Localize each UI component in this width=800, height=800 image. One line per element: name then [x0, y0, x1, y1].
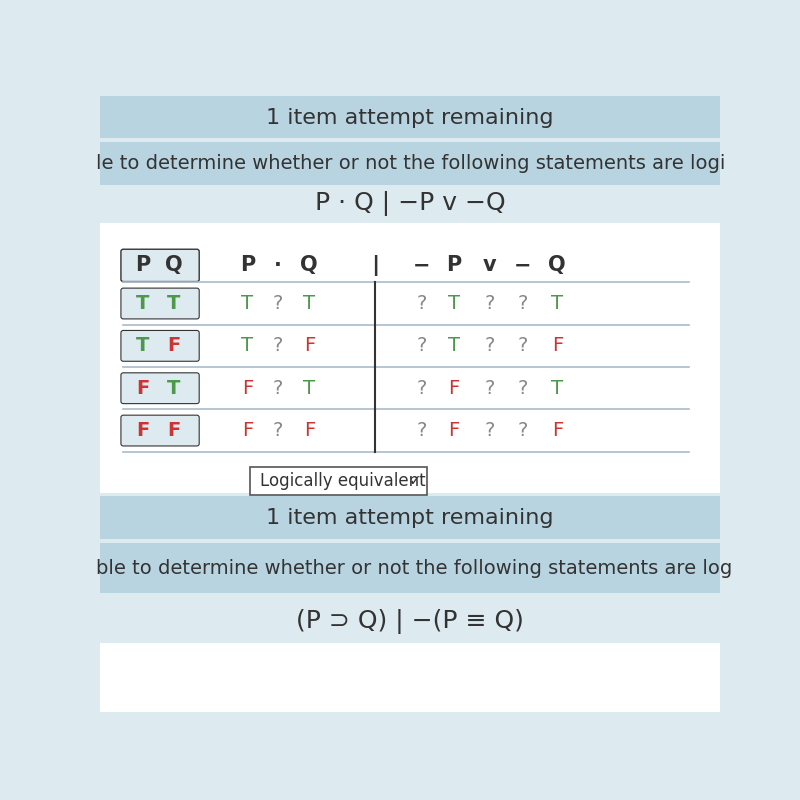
Text: T: T	[551, 378, 563, 398]
Text: ?: ?	[485, 294, 495, 313]
FancyBboxPatch shape	[250, 467, 427, 495]
FancyBboxPatch shape	[100, 597, 720, 712]
Text: 1 item attempt remaining: 1 item attempt remaining	[266, 107, 554, 127]
Text: ?: ?	[485, 336, 495, 355]
Text: T: T	[448, 294, 460, 313]
Text: ?: ?	[485, 378, 495, 398]
Text: F: F	[449, 421, 460, 440]
FancyBboxPatch shape	[121, 330, 199, 362]
Text: F: F	[242, 421, 253, 440]
Text: ?: ?	[517, 421, 527, 440]
Text: T: T	[167, 294, 180, 313]
Text: ?: ?	[517, 378, 527, 398]
FancyBboxPatch shape	[121, 415, 199, 446]
Text: F: F	[304, 336, 315, 355]
Text: ?: ?	[273, 294, 283, 313]
Text: Q: Q	[549, 255, 566, 275]
Text: F: F	[449, 378, 460, 398]
FancyBboxPatch shape	[100, 142, 720, 185]
Text: P: P	[240, 255, 255, 275]
Text: ?: ?	[517, 336, 527, 355]
Text: ?: ?	[273, 378, 283, 398]
Text: T: T	[303, 378, 315, 398]
Text: −: −	[514, 255, 531, 275]
Text: |: |	[371, 255, 379, 276]
Text: P · Q | −P v −Q: P · Q | −P v −Q	[314, 191, 506, 216]
FancyBboxPatch shape	[100, 96, 720, 138]
Text: Q: Q	[165, 255, 182, 275]
Text: F: F	[552, 336, 563, 355]
Text: T: T	[136, 294, 150, 313]
Text: T: T	[551, 294, 563, 313]
Text: ?: ?	[517, 294, 527, 313]
Text: ?: ?	[417, 421, 427, 440]
Text: ?: ?	[417, 378, 427, 398]
Text: F: F	[552, 421, 563, 440]
Text: ✓: ✓	[408, 474, 421, 489]
FancyBboxPatch shape	[100, 542, 720, 593]
FancyBboxPatch shape	[100, 223, 720, 493]
FancyBboxPatch shape	[121, 288, 199, 319]
Text: T: T	[303, 294, 315, 313]
Text: F: F	[136, 378, 150, 398]
FancyBboxPatch shape	[121, 250, 199, 282]
Text: le to determine whether or not the following statements are logi: le to determine whether or not the follo…	[96, 154, 726, 174]
Text: F: F	[304, 421, 315, 440]
Text: T: T	[448, 336, 460, 355]
Text: v: v	[483, 255, 497, 275]
Text: ble to determine whether or not the following statements are log: ble to determine whether or not the foll…	[96, 558, 732, 578]
Text: Logically equivalent: Logically equivalent	[261, 472, 426, 490]
Text: F: F	[242, 378, 253, 398]
Text: Q: Q	[301, 255, 318, 275]
Text: P: P	[446, 255, 462, 275]
Text: T: T	[136, 336, 150, 355]
Text: ?: ?	[485, 421, 495, 440]
FancyBboxPatch shape	[100, 185, 720, 223]
Text: F: F	[167, 421, 180, 440]
Text: ·: ·	[274, 255, 282, 275]
Text: P: P	[135, 255, 150, 275]
Text: ?: ?	[273, 336, 283, 355]
Text: ?: ?	[273, 421, 283, 440]
FancyBboxPatch shape	[121, 373, 199, 404]
Text: F: F	[136, 421, 150, 440]
Text: ?: ?	[417, 294, 427, 313]
Text: T: T	[242, 294, 254, 313]
FancyBboxPatch shape	[100, 496, 720, 538]
Text: F: F	[167, 336, 180, 355]
Text: T: T	[242, 336, 254, 355]
Text: 1 item attempt remaining: 1 item attempt remaining	[266, 508, 554, 528]
Text: (P ⊃ Q) | −(P ≡ Q): (P ⊃ Q) | −(P ≡ Q)	[296, 609, 524, 634]
Text: T: T	[167, 378, 180, 398]
Text: ?: ?	[417, 336, 427, 355]
Text: −: −	[413, 255, 430, 275]
FancyBboxPatch shape	[100, 597, 720, 642]
